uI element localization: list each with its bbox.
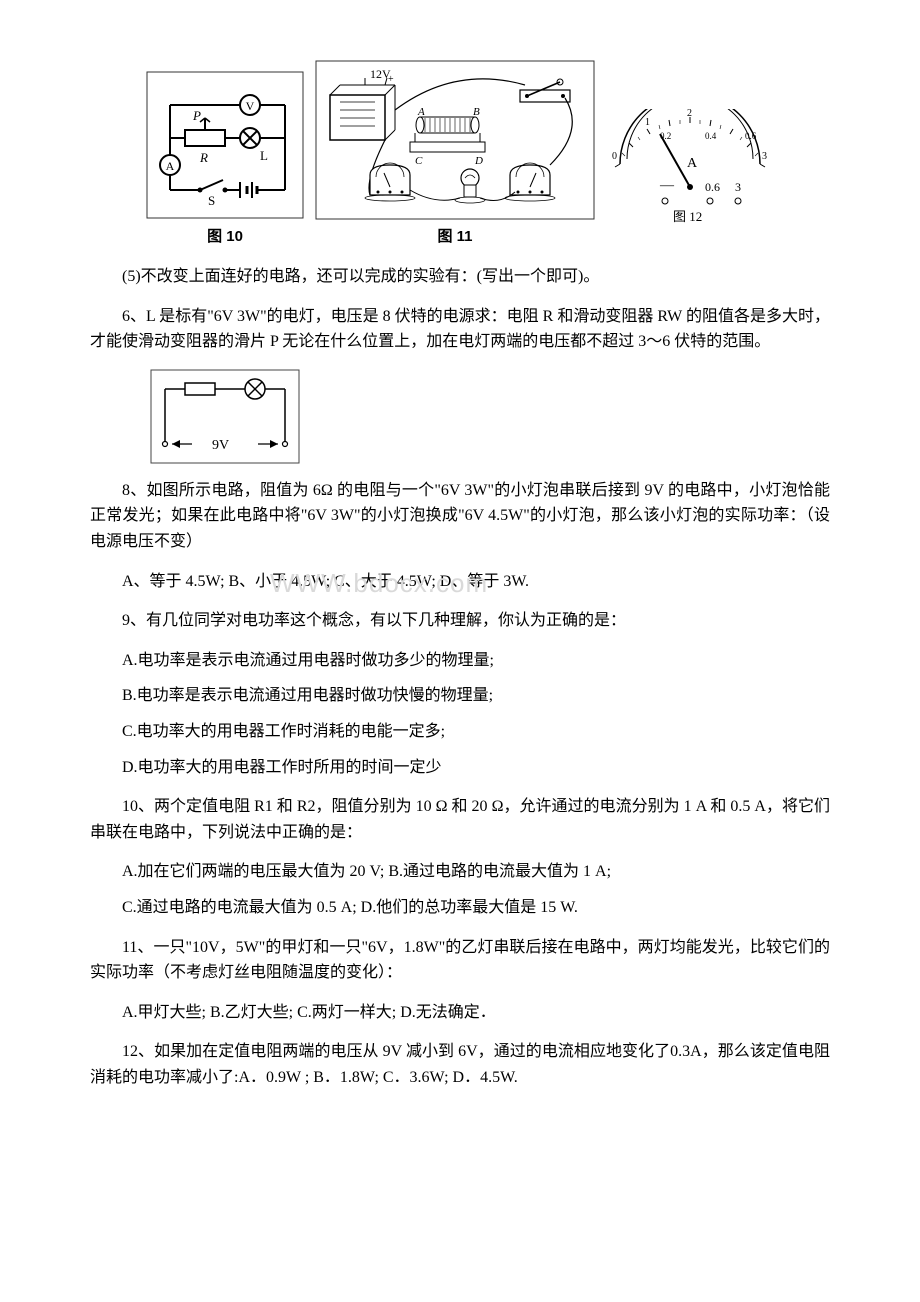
question-10: 10、两个定值电阻 R1 和 R2，阻值分别为 10 Ω 和 20 Ω，允许通过… — [90, 794, 830, 845]
label-9v: 9V — [212, 438, 229, 453]
figure-11-block: 12V + — [315, 60, 595, 249]
question-11-options: A.甲灯大些; B.乙灯大些; C.两灯一样大; D.无法确定． — [90, 1000, 830, 1026]
small-circuit-figure: 9V — [150, 369, 830, 464]
label-rheo-C: C — [415, 155, 423, 167]
question-5: (5)不改变上面连好的电路，还可以完成的实验有：(写出一个即可)。 — [90, 264, 830, 290]
question-12: 12、如果加在定值电阻两端的电压从 9V 减小到 6V，通过的电流相应地变化了0… — [90, 1039, 830, 1090]
question-11: 11、一只"10V，5W"的甲灯和一只"6V，1.8W"的乙灯串联后接在电路中，… — [90, 935, 830, 986]
label-A: A — [166, 159, 175, 173]
figure-10-block: V P R L A S — [145, 70, 305, 249]
dial-num-04: 0.4 — [705, 131, 717, 141]
label-rheo-B: B — [473, 106, 480, 118]
question-8: 8、如图所示电路，阻值为 6Ω 的电阻与一个"6V 3W"的小灯泡串联后接到 9… — [90, 478, 830, 555]
dial-num-3: 3 — [762, 151, 767, 162]
dial-dash: — — [659, 178, 675, 193]
label-P: P — [192, 108, 201, 123]
figure-10-svg: V P R L A S — [145, 70, 305, 220]
question-9-opt-c: C.电功率大的用电器工作时消耗的电能一定多; — [90, 719, 830, 745]
label-S: S — [208, 193, 215, 208]
label-R: R — [199, 150, 208, 165]
figure-12-caption: 图 12 — [673, 209, 702, 224]
label-L: L — [260, 148, 268, 163]
question-9: 9、有几位同学对电功率这个概念，有以下几种理解，你认为正确的是： — [90, 608, 830, 634]
question-10-opts-ab: A.加在它们两端的电压最大值为 20 V; B.通过电路的电流最大值为 1 A; — [90, 859, 830, 885]
dial-num-1: 1 — [645, 117, 650, 128]
figure-row: V P R L A S — [90, 60, 830, 249]
label-V: V — [246, 99, 255, 113]
dial-unit: A — [687, 156, 698, 171]
question-9-opt-d: D.电功率大的用电器工作时所用的时间一定少 — [90, 755, 830, 781]
label-rheo-D: D — [474, 155, 483, 167]
label-rheo-A: A — [417, 106, 425, 118]
figure-10-caption: 图 10 — [207, 225, 243, 249]
question-6: 6、L 是标有"6V 3W"的电灯，电压是 8 伏特的电源求：电阻 R 和滑动变… — [90, 304, 830, 355]
figure-12-svg: 0 1 0.2 2 0.4 0.6 3 A — 0.6 3 图 12 — [605, 109, 775, 229]
figure-11-svg: 12V + — [315, 60, 595, 220]
question-8-options: A、等于 4.5W; B、小于 4.5W; C、大于 4.5W; D、等于 3W… — [90, 569, 830, 595]
dial-num-06: 0.6 — [745, 131, 757, 141]
figure-12-block: 0 1 0.2 2 0.4 0.6 3 A — 0.6 3 图 12 — [605, 109, 775, 229]
dial-bottom-06: 0.6 — [705, 180, 720, 194]
dial-num-0a: 0 — [612, 151, 617, 162]
figure-11-caption: 图 11 — [437, 225, 472, 249]
dial-num-2: 2 — [687, 109, 692, 119]
question-9-opt-b: B.电功率是表示电流通过用电器时做功快慢的物理量; — [90, 683, 830, 709]
dial-bottom-3: 3 — [735, 180, 741, 194]
question-9-opt-a: A.电功率是表示电流通过用电器时做功多少的物理量; — [90, 648, 830, 674]
question-10-opts-cd: C.通过电路的电流最大值为 0.5 A; D.他们的总功率最大值是 15 W. — [90, 895, 830, 921]
svg-text:+: + — [388, 74, 394, 85]
